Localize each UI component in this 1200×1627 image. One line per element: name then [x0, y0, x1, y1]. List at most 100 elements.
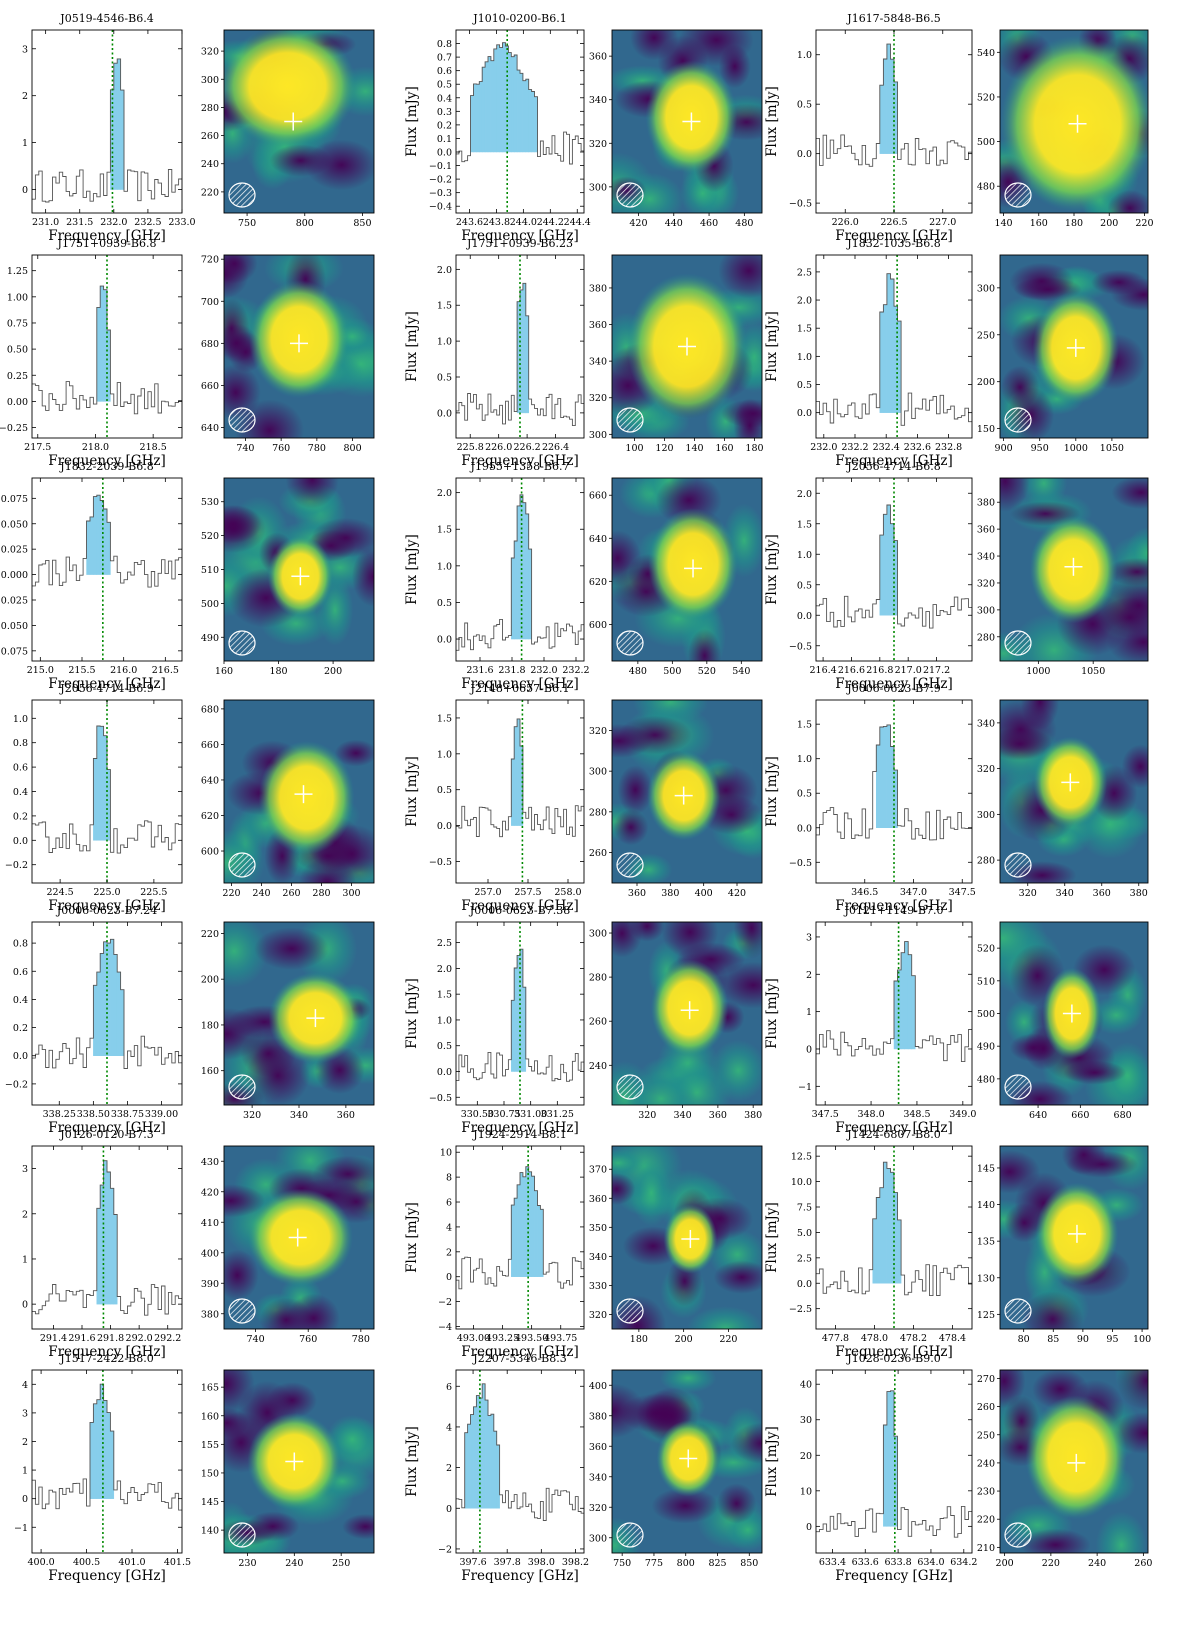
- y-tick-label: 1.0: [797, 50, 812, 61]
- x-tick-label: 291.8: [97, 1333, 124, 1344]
- map-y-tick-label: 660: [201, 381, 219, 392]
- y-tick-label: 4: [22, 1380, 28, 1391]
- map-y-tick-label: 360: [589, 1194, 607, 1205]
- x-tick-label: 224.5: [47, 887, 74, 898]
- map-x-tick-label: 1000: [1064, 443, 1088, 454]
- beam-ellipse: [1004, 182, 1032, 208]
- line-channel-bar: [499, 47, 503, 153]
- y-tick-label: 3: [22, 1164, 28, 1175]
- y-tick-label: 3: [806, 932, 812, 943]
- line-channel-bar: [886, 724, 891, 829]
- map-y-tick-label: 660: [589, 491, 607, 502]
- map-x-tick-label: 340: [290, 1110, 308, 1121]
- x-axis-label: Frequency [GHz]: [461, 453, 579, 469]
- map-x-tick-label: 360: [337, 1110, 355, 1121]
- y-tick-label: 1.5: [437, 525, 452, 536]
- map-y-tick-label: 320: [589, 726, 607, 737]
- x-tick-label: 291.4: [40, 1333, 67, 1344]
- x-tick-label: 633.8: [885, 1557, 912, 1568]
- panel-title: J1424-6807-B8.0: [846, 1128, 940, 1141]
- map-y-tick-label: 260: [589, 1017, 607, 1028]
- line-channel-bar: [890, 1390, 895, 1527]
- map-y-tick-label: 400: [589, 1381, 607, 1392]
- y-tick-label: 0.0: [437, 635, 452, 646]
- line-channel-bar: [96, 1208, 101, 1305]
- panel-2: J1010-0200-B6.1 243.6 243.8 244.0 244.2 244.4…: [404, 12, 763, 244]
- line-channel-bar: [511, 56, 515, 153]
- map-y-tick-label: 165: [201, 1383, 219, 1394]
- map-x-tick-label: 340: [674, 1110, 692, 1121]
- spectrum-line: [816, 273, 972, 426]
- map-y-tick-label: 490: [977, 1042, 995, 1053]
- map-y-tick-label: 600: [589, 620, 607, 631]
- line-channel-bar: [96, 971, 101, 1056]
- map-x-tick-label: 400: [695, 888, 713, 899]
- x-tick-label: 232.8: [935, 442, 962, 453]
- map-y-tick-label: 220: [201, 187, 219, 198]
- line-channel-bar: [93, 496, 98, 575]
- line-channel-bar: [528, 89, 532, 153]
- map-frame: [999, 1145, 1149, 1330]
- map-y-tick-label: 640: [201, 423, 219, 434]
- x-tick-label: 216.8: [866, 665, 893, 676]
- panel-3: J1617-5848-B6.5 226.0 226.5 227.0 −0.5 0.0 0.5…: [764, 12, 1154, 244]
- y-tick-label: 0.6: [437, 66, 452, 77]
- x-tick-label: 232.2: [841, 442, 868, 453]
- map-image: [224, 30, 374, 213]
- panel-20: J2207-5346-B8.3 397.6 397.8 398.0 398.2 −2 0 2 4…: [404, 1352, 763, 1584]
- map-y-tick-label: 240: [201, 159, 219, 170]
- map-y-tick-label: 480: [977, 182, 995, 193]
- map-x-tick-label: 800: [344, 443, 362, 454]
- x-tick-label: 226.5: [880, 217, 907, 228]
- line-channel-bar: [883, 1161, 888, 1284]
- spectrum-line: [456, 1383, 584, 1521]
- x-tick-label: 292.0: [126, 1333, 153, 1344]
- map-x-tick-label: 680: [1114, 1110, 1132, 1121]
- map-x-tick-label: 440: [665, 218, 683, 229]
- panel-title: J0006-0623-B7.24: [56, 904, 157, 917]
- map-x-tick-label: 140: [994, 218, 1012, 229]
- map-y-tick-label: 260: [589, 848, 607, 859]
- x-tick-label: 226.4: [542, 442, 569, 453]
- y-tick-label: 0.5: [437, 80, 452, 91]
- map-y-tick-label: 640: [201, 775, 219, 786]
- map-image: [1000, 700, 1148, 883]
- panel-14: J0006-0623-B7.38 330.50330.75331.00331.25…: [404, 904, 763, 1136]
- map-y-tick-label: 600: [201, 847, 219, 858]
- y-tick-label: 0.5: [797, 100, 812, 111]
- panel-4: J1751+0939-B6.8 217.5 218.0 218.5 −0.25 0.00 0…: [0, 237, 375, 469]
- map-x-tick-label: 520: [698, 666, 716, 677]
- y-tick-label: 1.0: [797, 754, 812, 765]
- line-channel-bar: [879, 1187, 884, 1284]
- y-tick-label: 0.0: [797, 408, 812, 419]
- line-channel-bar: [876, 1197, 881, 1284]
- y-tick-label: 0.0: [797, 1279, 812, 1290]
- line-channel-bar: [106, 1412, 111, 1499]
- map-x-tick-label: 380: [744, 1110, 762, 1121]
- map-x-tick-label: 775: [645, 1558, 663, 1569]
- line-channel-bar: [879, 534, 884, 616]
- beam-ellipse: [616, 407, 644, 433]
- map-x-tick-label: 160: [215, 666, 233, 677]
- map-y-tick-label: 700: [201, 297, 219, 308]
- y-tick-label: 10: [800, 1486, 812, 1497]
- line-channel-bar: [103, 1400, 108, 1499]
- map-image: [224, 478, 374, 661]
- y-axis-label: Flux [mJy]: [404, 978, 420, 1049]
- map-x-tick-label: 85: [1047, 1334, 1059, 1345]
- map-frame: [611, 699, 763, 884]
- x-tick-label: 292.2: [154, 1333, 181, 1344]
- line-channel-bar: [883, 514, 888, 616]
- line-channel-bar: [476, 83, 480, 153]
- map-y-tick-label: 145: [201, 1497, 219, 1508]
- map-y-tick-label: 150: [201, 1468, 219, 1479]
- map-x-tick-label: 240: [252, 888, 270, 899]
- spectrum-line: [816, 941, 972, 1063]
- x-tick-label: 215.0: [27, 665, 54, 676]
- map-frame: [999, 477, 1149, 662]
- line-channel-bar: [519, 494, 524, 640]
- panel-9: J2056-4714-B6.8 216.4 216.6 216.8 217.0 217.2…: [764, 460, 1149, 692]
- line-channel-bar: [893, 980, 898, 1050]
- y-tick-label: −0.5: [429, 857, 452, 868]
- line-channel-bar: [883, 1424, 888, 1527]
